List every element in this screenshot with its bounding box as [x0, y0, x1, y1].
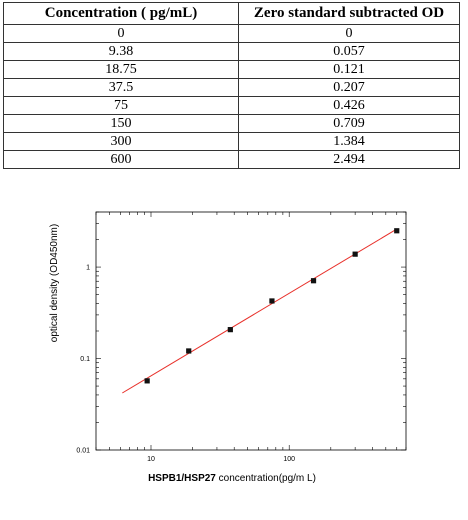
data-point [144, 378, 150, 384]
table-row: 600 2.494 [3, 150, 460, 169]
standard-curve-table: Concentration ( pg/mL) Zero standard sub… [3, 2, 460, 169]
chart-fit-line [122, 228, 398, 394]
x-tick-label: 100 [283, 456, 295, 463]
plot-frame [95, 211, 407, 451]
table-row: 150 0.709 [3, 114, 460, 133]
data-point [269, 298, 275, 304]
chart-points [144, 228, 400, 384]
cell-concentration: 37.5 [3, 78, 239, 97]
y-tick-label: 0.1 [80, 356, 90, 363]
fit-line [122, 228, 398, 394]
data-point [186, 348, 192, 354]
x-axis-title: HSPB1/HSP27 concentration(pg/m L) [148, 473, 316, 484]
x-tick-label: 10 [147, 456, 155, 463]
y-tick-label: 1 [86, 265, 90, 272]
chart-axes [95, 211, 407, 451]
y-axis-title: optical density (OD450nm) [49, 224, 60, 342]
x-axis-title-units: concentration(pg/m L) [216, 473, 316, 484]
data-point [394, 228, 400, 234]
data-point [227, 327, 233, 333]
table-row: 37.5 0.207 [3, 78, 460, 97]
y-tick-label: 0.01 [76, 448, 90, 455]
x-axis-title-analyte: HSPB1/HSP27 [148, 473, 216, 484]
chart-ticks: 10 100 0.01 0.1 1 [76, 211, 407, 463]
cell-od: 2.494 [238, 150, 460, 169]
data-point [352, 251, 358, 257]
header-concentration: Concentration ( pg/mL) [3, 2, 239, 25]
data-point [310, 278, 317, 284]
